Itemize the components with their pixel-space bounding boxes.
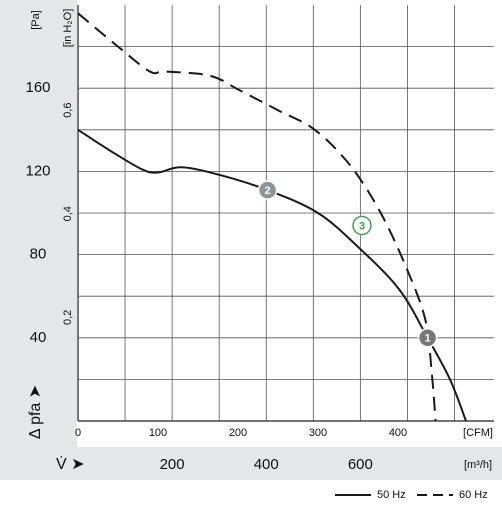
y3-tick-label: 0,4 — [62, 206, 74, 221]
y3-unit: [in H₂O] — [62, 9, 74, 48]
operating-point-label: 2 — [265, 185, 271, 197]
operating-point-label: 1 — [425, 333, 431, 345]
x-tick-label: 100 — [149, 427, 167, 439]
x-tick-label: 0 — [75, 427, 81, 439]
bottom-band — [0, 447, 502, 480]
legend-label: 60 Hz — [459, 489, 488, 501]
y-unit: [Pa] — [30, 10, 42, 30]
curve — [77, 12, 437, 422]
y-tick-label: 120 — [25, 162, 50, 179]
legend-label: 50 Hz — [377, 489, 406, 501]
x-label: V̇ ➤ — [56, 455, 85, 473]
operating-point — [352, 215, 372, 236]
operating-point — [257, 180, 278, 200]
y3-tick-label: 0,6 — [62, 103, 74, 118]
left-band — [0, 0, 77, 480]
x-tick-label: 200 — [229, 427, 247, 439]
y-tick-label: 40 — [30, 329, 47, 346]
x-tick-label: 400 — [389, 427, 407, 439]
x2-unit: [m³/h] — [464, 459, 492, 471]
y-label: Δ pfa ➤ — [27, 385, 44, 439]
x-unit: [CFM] — [463, 427, 493, 439]
x2-tick-label: 600 — [348, 456, 373, 473]
x2-tick-label: 200 — [160, 456, 185, 473]
y-tick-label: 160 — [25, 79, 50, 96]
y-tick-label: 80 — [30, 246, 47, 263]
operating-point-label: 3 — [359, 220, 365, 232]
x2-tick-label: 400 — [254, 456, 279, 473]
x-tick-label: 300 — [309, 427, 327, 439]
y3-tick-label: 0,2 — [62, 310, 74, 325]
operating-point — [417, 328, 438, 348]
